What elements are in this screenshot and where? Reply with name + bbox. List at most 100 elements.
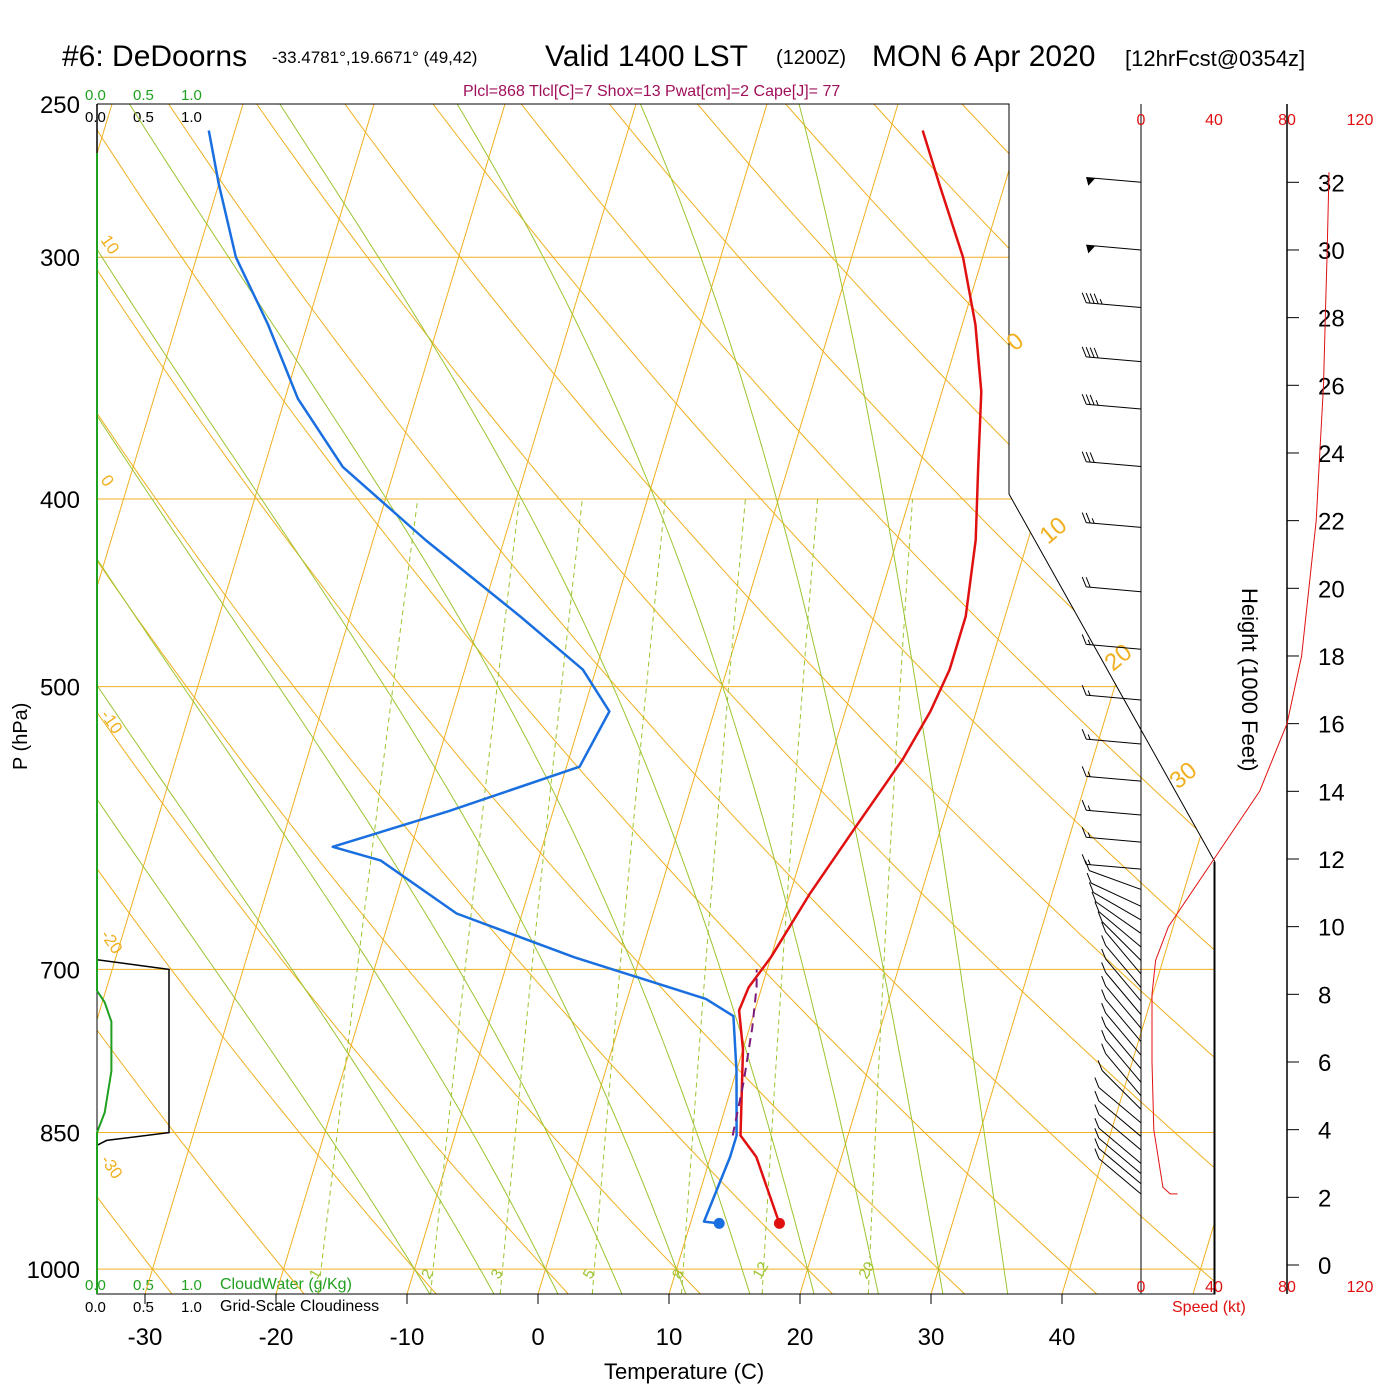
height-tick-label: 4 xyxy=(1318,1118,1331,1145)
wind-barb-shaft xyxy=(1105,972,1142,1015)
valid-time: Valid 1400 LST xyxy=(545,40,748,73)
wind-barb xyxy=(1081,512,1142,528)
speed-tick-label-bottom: 120 xyxy=(1347,1279,1374,1296)
height-tick-label: 22 xyxy=(1318,509,1345,536)
wind-barb-full xyxy=(1094,1104,1100,1115)
pressure-tick-label: 850 xyxy=(40,1121,80,1148)
wind-barb-half xyxy=(1087,734,1091,740)
wind-barb xyxy=(1101,1016,1142,1070)
wind-barb xyxy=(1101,989,1142,1043)
dry-adiabat-line xyxy=(97,104,1098,1294)
wind-barb-full xyxy=(1088,882,1094,893)
wind-barb-full xyxy=(1101,975,1107,987)
wind-barb-shaft xyxy=(1086,244,1142,251)
wind-barb-shaft xyxy=(1105,931,1142,975)
cloudwater-scale-bottom-0: 0.0 xyxy=(85,1277,106,1294)
wind-barb-shaft xyxy=(1086,403,1142,410)
wind-barb-half xyxy=(1087,771,1091,777)
forecast-info: [12hrFcst@0354z] xyxy=(1125,46,1306,71)
height-tick-label: 28 xyxy=(1318,306,1345,333)
wind-barb-full xyxy=(1094,1138,1100,1149)
isotherm-line xyxy=(1061,104,1215,1294)
mixing-ratio-line xyxy=(681,498,746,1294)
wind-barb xyxy=(1101,975,1142,1029)
isotherm-line xyxy=(406,104,768,1294)
wind-barb-flag xyxy=(1086,177,1096,186)
wind-barb-full xyxy=(1094,1117,1100,1129)
wind-barb-full xyxy=(1091,891,1097,903)
wind-barb-shaft xyxy=(1086,302,1142,308)
wind-barb-full xyxy=(1081,728,1087,740)
dry-adiabat-line xyxy=(97,104,173,1294)
wind-barb-shaft xyxy=(1089,870,1142,890)
wind-barb xyxy=(1101,921,1142,975)
wind-barb-full xyxy=(1081,346,1087,358)
wind-barb xyxy=(1084,860,1142,890)
wind-barb-shaft xyxy=(1098,911,1142,948)
height-tick-label: 6 xyxy=(1318,1050,1331,1077)
wind-barb-full xyxy=(1101,989,1107,1000)
wind-barb-shaft xyxy=(1086,775,1142,782)
wind-barb-shaft xyxy=(1086,694,1142,701)
parcel-profile-line xyxy=(731,969,758,1136)
dry-adiabat-line xyxy=(97,104,305,1294)
isotherm-line xyxy=(799,104,1161,1294)
speed-tick-label-top: 80 xyxy=(1278,112,1296,129)
wind-barb-full xyxy=(1085,577,1091,588)
wind-barb xyxy=(1094,1104,1142,1151)
wind-barb-half xyxy=(1087,805,1091,811)
wind-barb-shaft xyxy=(1098,1127,1142,1164)
wind-barb-half xyxy=(1087,859,1091,865)
temperature-tick-label: 30 xyxy=(918,1324,945,1351)
wind-barb xyxy=(1081,684,1142,701)
wind-barb-full xyxy=(1085,292,1091,304)
temperature-tick-label: -30 xyxy=(128,1324,163,1351)
moist-adiabat-line xyxy=(97,104,623,1294)
cloudiness-scale-bottom-2: 1.0 xyxy=(181,1299,202,1316)
pressure-tick-label: 400 xyxy=(40,487,80,514)
isotherm-right-label: 30 xyxy=(1165,757,1203,795)
dry-adiabat-line xyxy=(344,104,1215,1294)
wind-barb-full xyxy=(1101,1016,1107,1027)
cloudiness-profile-line xyxy=(96,104,170,1294)
valid-date: MON 6 Apr 2020 xyxy=(872,40,1096,73)
height-tick-label: 18 xyxy=(1318,644,1345,671)
wind-barb-full xyxy=(1101,1043,1107,1054)
wind-barb-full xyxy=(1093,293,1099,304)
dewpoint-profile-line xyxy=(207,130,738,1225)
isotherm-line xyxy=(668,104,1030,1294)
wind-barb-shaft xyxy=(1101,921,1142,961)
wind-barb-shaft xyxy=(1093,891,1142,921)
height-tick-label: 2 xyxy=(1318,1185,1331,1212)
moist-adiabat-line xyxy=(798,104,1009,1294)
wind-barb-half xyxy=(1091,518,1095,524)
mixing-ratio-line xyxy=(499,498,583,1294)
speed-tick-label-top: 40 xyxy=(1205,112,1223,129)
wind-barb-shaft xyxy=(1086,738,1142,745)
dewpoint-surface-marker xyxy=(713,1217,725,1229)
height-tick-label: 14 xyxy=(1318,779,1345,806)
height-tick-label: 26 xyxy=(1318,373,1345,400)
wind-barb-shaft xyxy=(1086,643,1142,650)
wind-barb-full xyxy=(1081,576,1087,588)
wind-barb-full xyxy=(1081,292,1087,303)
cloudwater-label: CloudWater (g/Kg) xyxy=(220,1276,352,1293)
dry-adiabat-line xyxy=(97,104,833,1294)
dry-adiabat-line xyxy=(520,104,1215,1294)
cloudiness-scale-top-1: 0.5 xyxy=(133,109,154,126)
height-tick-label: 32 xyxy=(1318,170,1345,197)
isotherm-left-label: 10 xyxy=(97,231,123,257)
pressure-tick-label: 700 xyxy=(40,957,80,984)
mixing-ratio-label: 3 xyxy=(488,1266,507,1282)
dry-adiabat-line xyxy=(1137,104,1215,1294)
temperature-tick-label: 0 xyxy=(531,1324,544,1351)
wind-barb xyxy=(1081,854,1142,870)
height-tick-label: 16 xyxy=(1318,712,1345,739)
wind-barb-full xyxy=(1094,1128,1100,1139)
moist-adiabat-line xyxy=(97,136,559,1294)
wind-barb-shaft xyxy=(1086,177,1142,183)
wind-speed-profile-line xyxy=(1151,172,1330,1195)
wind-barb xyxy=(1081,728,1142,745)
wind-barb-shaft xyxy=(1086,586,1142,593)
station-title: #6: DeDoorns xyxy=(62,40,248,73)
